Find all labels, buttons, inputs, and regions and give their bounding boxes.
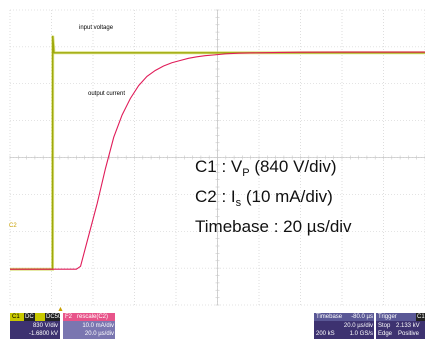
c1-termination-badge: DC50 [45, 313, 60, 321]
trace-output-current [10, 51, 425, 270]
c1-offset: -1.6800 kV [28, 331, 58, 337]
trigger-slope: Positive [398, 331, 420, 337]
legend: C1 : VP (840 V/div) C2 : Is (10 mA/div) … [195, 155, 352, 238]
trigger-source-badge: C1 [416, 313, 425, 321]
f2-math-panel[interactable]: F2 rescale(C2) 10.0 mA/div 20.0 µs/div [63, 313, 115, 339]
timebase-per-div: 20.0 µs/div [343, 323, 373, 329]
timebase-delay: -80.0 µs [351, 314, 373, 320]
annotation-input-voltage: input voltage [79, 25, 114, 31]
timebase-samples: 200 kS [316, 331, 335, 337]
timebase-label: Timebase [316, 314, 343, 320]
trigger-type: Edge [378, 331, 393, 337]
c1-coupling-badge: DC [24, 313, 35, 321]
grid [9, 9, 425, 306]
legend-c2: C2 : Is (10 mA/div) [195, 187, 333, 209]
c2-ground-marker: C2 [9, 223, 17, 229]
annotation-output-current: output current [88, 91, 126, 97]
legend-timebase: Timebase : 20 µs/div [195, 217, 352, 236]
f2-function: rescale(C2) [77, 314, 109, 320]
timebase-rate: 1.0 GS/s [349, 331, 373, 337]
c1-label: C1 [12, 314, 20, 320]
f2-scale: 10.0 mA/div [82, 323, 114, 329]
legend-c1: C1 : VP (840 V/div) [195, 157, 337, 179]
timebase-panel[interactable]: Timebase -80.0 µs 20.0 µs/div 200 kS 1.0… [314, 313, 374, 339]
trigger-label: Trigger [378, 314, 397, 320]
f2-timebase: 20.0 µs/div [84, 331, 114, 337]
trigger-level: 2.133 kV [396, 323, 420, 329]
c1-scale: 830 V/div [32, 323, 58, 329]
traces [10, 35, 425, 271]
trigger-mode: Stop [378, 323, 391, 329]
f2-label: F2 [65, 314, 73, 320]
trigger-panel[interactable]: Trigger C1 Stop 2.133 kV Edge Positive [376, 313, 425, 339]
c1-channel-panel[interactable]: C1 DC DC50 830 V/div -1.6800 kV [10, 313, 60, 339]
trigger-position-marker: ▲ [57, 306, 64, 313]
